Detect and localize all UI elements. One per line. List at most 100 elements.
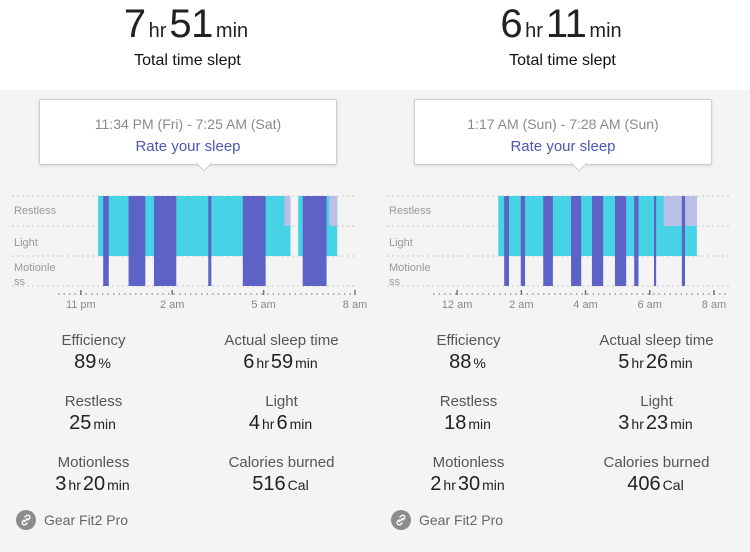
motionless-sleep-bar xyxy=(614,196,627,286)
total-minutes: 11 xyxy=(545,2,587,46)
level-label-motionless: Motionle ss xyxy=(389,262,431,288)
actual-sleep-label: Actual sleep time xyxy=(599,332,714,349)
motionless-sleep-bar xyxy=(153,196,177,286)
rate-sleep-card[interactable]: 11:34 PM (Fri) - 7:25 AM (Sat) Rate your… xyxy=(39,99,337,172)
efficiency-value: 88% xyxy=(449,351,486,373)
motionless-sleep-bar xyxy=(242,196,266,286)
total-time-slept: 6 hr11 min xyxy=(375,2,750,47)
light-value: 3 hr 23 min xyxy=(618,412,693,434)
restless-stat: Restless 25 min xyxy=(0,393,187,435)
level-label-motionless: Motionle ss xyxy=(14,262,56,288)
x-tick-label: 12 am xyxy=(442,299,473,311)
efficiency-stat: Efficiency 88% xyxy=(375,332,562,374)
motionless-sleep-bar xyxy=(634,196,639,286)
motionless-sleep-bar xyxy=(302,196,327,286)
calories-stat: Calories burned 406 Cal xyxy=(563,454,750,496)
device-source[interactable]: Gear Fit2 Pro xyxy=(391,510,503,530)
sleep-time-range: 11:34 PM (Fri) - 7:25 AM (Sat) xyxy=(94,116,282,132)
chart-marks xyxy=(98,196,338,286)
calories-value: 406 Cal xyxy=(627,473,684,495)
minutes-unit: min xyxy=(215,20,249,42)
actual-sleep-value: 5 hr 26 min xyxy=(618,351,693,373)
motionless-value: 3 hr 20 min xyxy=(55,473,130,495)
light-label: Light xyxy=(265,393,298,410)
device-name: Gear Fit2 Pro xyxy=(44,512,129,528)
total-minutes: 51 xyxy=(169,2,213,46)
motionless-sleep-bar xyxy=(128,196,146,286)
rate-sleep-link[interactable]: Rate your sleep xyxy=(510,138,616,155)
rate-sleep-link[interactable]: Rate your sleep xyxy=(135,138,241,155)
header-background xyxy=(0,0,750,90)
link-icon xyxy=(16,510,36,530)
actual-sleep-stat: Actual sleep time 6 hr 59 min xyxy=(188,332,375,374)
x-tick-label: 4 am xyxy=(573,299,597,311)
restless-partial-bar xyxy=(284,196,291,226)
motionless-sleep-bar xyxy=(520,196,526,286)
calories-label: Calories burned xyxy=(603,454,710,471)
restless-label: Restless xyxy=(64,393,123,410)
restless-label: Restless xyxy=(439,393,498,410)
x-tick-label: 2 am xyxy=(509,299,533,311)
x-axis-ticks: 12 am 2 am 4 am 6 am 8 am xyxy=(442,290,726,311)
rate-sleep-card[interactable]: 1:17 AM (Sun) - 7:28 AM (Sun) Rate your … xyxy=(414,99,712,172)
restless-stat: Restless 18 min xyxy=(375,393,562,435)
motionless-sleep-bar xyxy=(591,196,604,286)
x-tick-label: 8 am xyxy=(343,299,367,311)
card-pointer xyxy=(570,154,588,172)
efficiency-value: 89% xyxy=(74,351,111,373)
level-label-light: Light xyxy=(14,237,38,249)
motionless-label: Motionless xyxy=(57,454,130,471)
x-axis-ticks: 11 pm 2 am 5 am 8 am xyxy=(66,290,367,311)
motionless-sleep-bar xyxy=(571,196,582,286)
total-time-slept: 7 hr51 min xyxy=(0,2,375,47)
motionless-stat: Motionless 3 hr 20 min xyxy=(0,454,187,496)
actual-sleep-stat: Actual sleep time 5 hr 26 min xyxy=(563,332,750,374)
hours-unit: hr xyxy=(525,20,543,42)
restless-partial-bar xyxy=(329,196,338,226)
device-source[interactable]: Gear Fit2 Pro xyxy=(16,510,128,530)
restless-value: 25 min xyxy=(69,412,116,434)
x-tick-label: 11 pm xyxy=(66,299,96,311)
restless-partial-bar xyxy=(663,196,697,226)
efficiency-label: Efficiency xyxy=(61,332,126,349)
total-time-label: Total time slept xyxy=(509,52,616,69)
light-label: Light xyxy=(640,393,673,410)
total-hours: 7 xyxy=(123,2,146,46)
level-label-restless: Restless xyxy=(14,205,57,217)
x-tick-label: 8 am xyxy=(702,299,726,311)
x-tick-label: 2 am xyxy=(160,299,184,311)
motionless-sleep-bar xyxy=(654,196,657,286)
sleep-chart-right: Restless Light Motionle ss 12 am 2 am 4 am 6… xyxy=(387,195,730,311)
motionless-sleep-bar xyxy=(504,196,509,286)
sleep-panel-left: 7 hr51 min Total time slept 11:34 PM (Fri)… xyxy=(0,2,375,530)
motionless-stat: Motionless 2 hr 30 min xyxy=(375,454,562,496)
total-hours: 6 xyxy=(500,2,523,46)
actual-sleep-value: 6 hr 59 min xyxy=(243,351,318,373)
motionless-label: Motionless xyxy=(432,454,505,471)
restless-value: 18 min xyxy=(444,412,491,434)
actual-sleep-label: Actual sleep time xyxy=(224,332,339,349)
x-tick-label: 5 am xyxy=(251,299,275,311)
x-tick-label: 6 am xyxy=(637,299,661,311)
calories-stat: Calories burned 516 Cal xyxy=(188,454,375,496)
calories-label: Calories burned xyxy=(228,454,335,471)
motionless-sleep-bar xyxy=(103,196,109,286)
motionless-sleep-bar xyxy=(208,196,212,286)
total-time-label: Total time slept xyxy=(134,52,241,69)
level-label-light: Light xyxy=(389,237,413,249)
motionless-sleep-bar xyxy=(543,196,553,286)
light-stat: Light 4 hr 6 min xyxy=(188,393,375,435)
sleep-time-range: 1:17 AM (Sun) - 7:28 AM (Sun) xyxy=(467,116,659,132)
efficiency-stat: Efficiency 89% xyxy=(0,332,187,374)
chart-marks xyxy=(498,196,697,286)
minutes-unit: min xyxy=(589,20,622,42)
device-name: Gear Fit2 Pro xyxy=(419,512,504,528)
light-stat: Light 3 hr 23 min xyxy=(563,393,750,435)
motionless-sleep-bar xyxy=(681,196,686,286)
sleep-panel-right: 6 hr11 min Total time slept 1:17 AM (Sun) … xyxy=(375,0,750,552)
light-value: 4 hr 6 min xyxy=(248,412,313,434)
calories-value: 516 Cal xyxy=(252,473,309,495)
motionless-value: 2 hr 30 min xyxy=(430,473,505,495)
level-label-restless: Restless xyxy=(389,205,432,217)
